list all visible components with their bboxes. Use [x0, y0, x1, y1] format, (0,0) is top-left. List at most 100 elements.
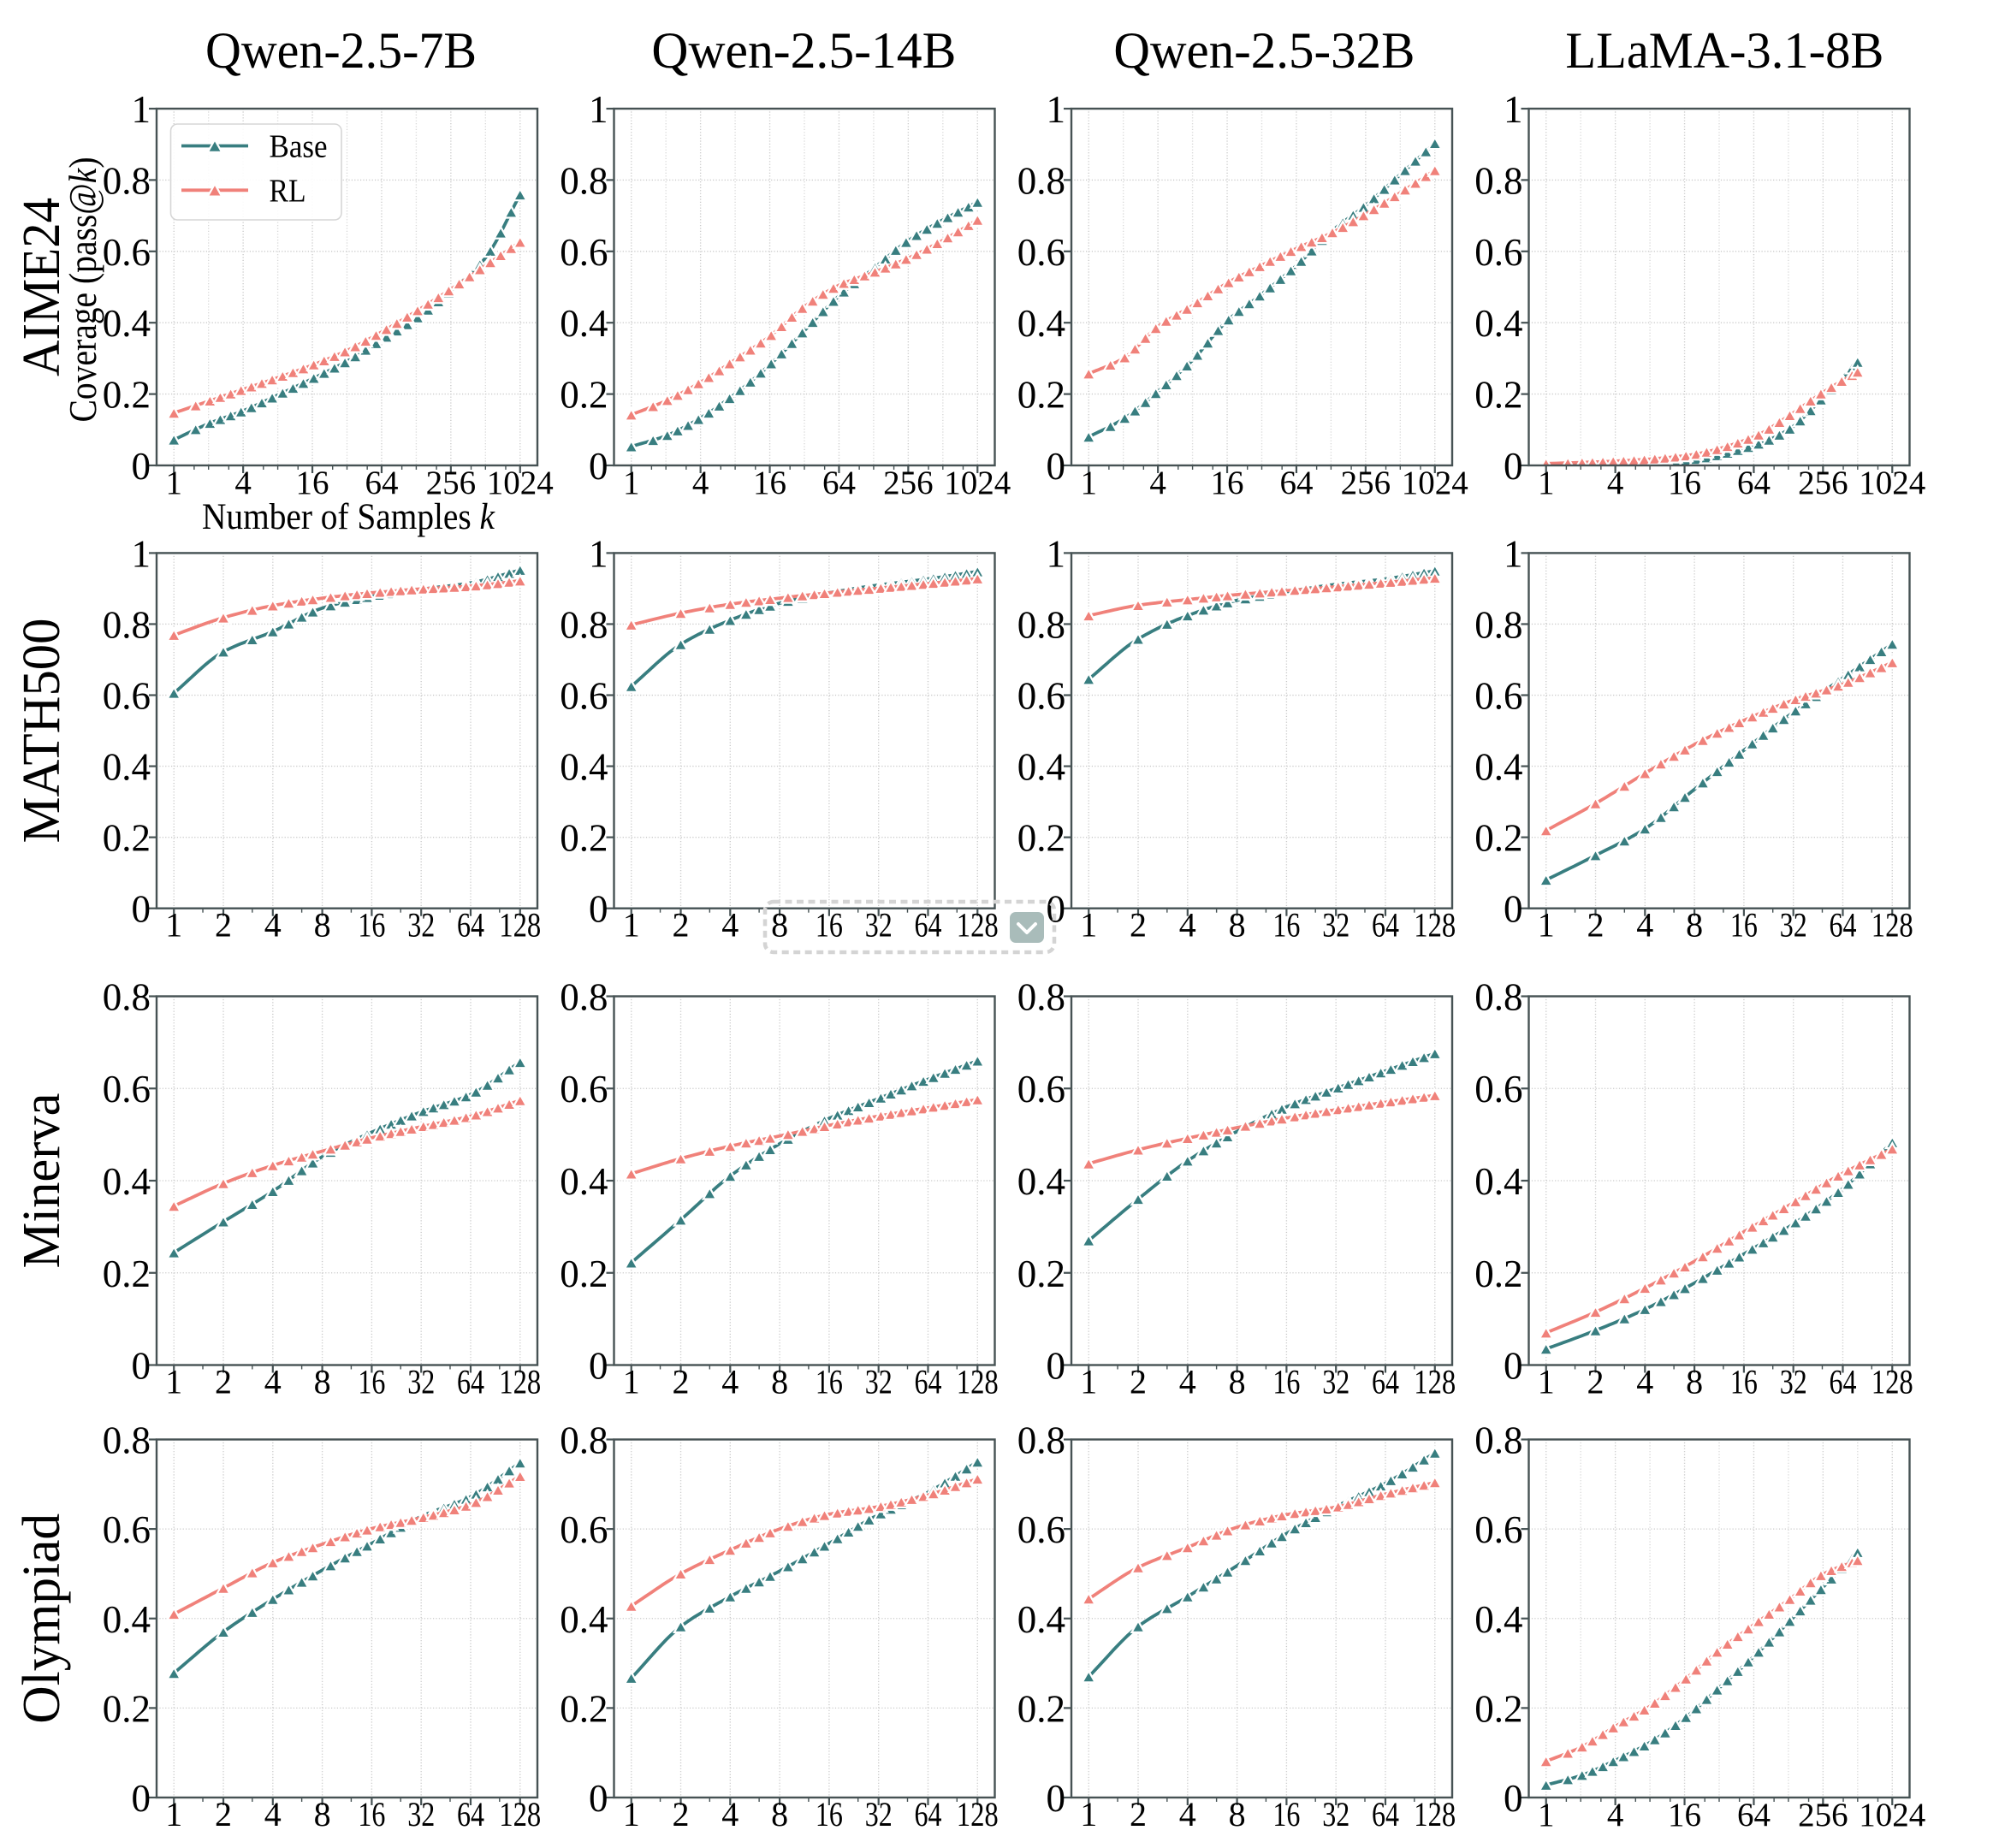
svg-text:0.4: 0.4 — [1017, 1160, 1065, 1203]
svg-text:0.4: 0.4 — [103, 302, 151, 345]
svg-text:0.8: 0.8 — [103, 604, 151, 647]
svg-text:64: 64 — [457, 1795, 484, 1833]
svg-text:0.6: 0.6 — [103, 675, 151, 718]
svg-text:4: 4 — [721, 906, 739, 945]
svg-text:32: 32 — [407, 906, 435, 945]
svg-text:16: 16 — [1211, 465, 1244, 501]
svg-text:8: 8 — [1686, 906, 1703, 945]
svg-text:0.6: 0.6 — [1017, 231, 1065, 274]
svg-text:8: 8 — [771, 1795, 788, 1833]
svg-text:1: 1 — [1047, 88, 1066, 131]
svg-text:0: 0 — [132, 1345, 151, 1388]
svg-text:8: 8 — [771, 906, 788, 945]
svg-text:2: 2 — [673, 906, 690, 945]
svg-text:64: 64 — [914, 1363, 941, 1401]
svg-text:0.4: 0.4 — [560, 746, 608, 789]
svg-text:4: 4 — [1636, 906, 1653, 945]
svg-text:0: 0 — [589, 888, 608, 931]
svg-text:1: 1 — [165, 906, 182, 945]
svg-text:4: 4 — [1179, 1795, 1196, 1833]
svg-text:8: 8 — [1229, 1795, 1246, 1833]
svg-text:0.2: 0.2 — [103, 374, 151, 417]
svg-text:0.6: 0.6 — [560, 1508, 608, 1551]
svg-text:128: 128 — [957, 1795, 999, 1833]
svg-text:128: 128 — [957, 1363, 999, 1401]
svg-text:8: 8 — [314, 1795, 331, 1833]
svg-text:4: 4 — [264, 906, 282, 945]
svg-text:0: 0 — [132, 445, 151, 488]
svg-text:0.2: 0.2 — [1017, 1253, 1065, 1295]
svg-text:0.2: 0.2 — [103, 1253, 151, 1295]
svg-text:1024: 1024 — [944, 465, 1011, 501]
svg-text:4: 4 — [1607, 1797, 1624, 1833]
svg-text:0.4: 0.4 — [1474, 1598, 1522, 1641]
svg-text:0.8: 0.8 — [1017, 604, 1065, 647]
svg-text:1: 1 — [1504, 88, 1523, 131]
svg-text:4: 4 — [721, 1363, 739, 1401]
svg-text:128: 128 — [499, 1363, 541, 1401]
svg-text:1: 1 — [1538, 465, 1555, 501]
svg-text:1: 1 — [1504, 532, 1523, 575]
svg-text:4: 4 — [1179, 906, 1196, 945]
svg-text:0.6: 0.6 — [1017, 675, 1065, 718]
svg-text:16: 16 — [1730, 1363, 1758, 1401]
svg-text:Qwen-2.5-7B: Qwen-2.5-7B — [205, 22, 477, 79]
svg-text:8: 8 — [771, 1363, 788, 1401]
svg-text:64: 64 — [914, 906, 941, 945]
svg-text:0.8: 0.8 — [1474, 159, 1522, 202]
svg-text:Qwen-2.5-32B: Qwen-2.5-32B — [1113, 22, 1415, 79]
svg-text:64: 64 — [365, 465, 398, 501]
svg-text:1024: 1024 — [487, 465, 554, 501]
svg-text:0.2: 0.2 — [560, 1253, 608, 1295]
svg-text:0.8: 0.8 — [103, 976, 151, 1019]
svg-text:0.8: 0.8 — [1474, 976, 1522, 1019]
svg-text:16: 16 — [358, 906, 385, 945]
svg-text:256: 256 — [1798, 1797, 1848, 1833]
svg-text:16: 16 — [358, 1363, 385, 1401]
svg-text:32: 32 — [407, 1363, 435, 1401]
svg-text:0.2: 0.2 — [1017, 817, 1065, 860]
svg-text:1: 1 — [623, 906, 640, 945]
svg-text:0: 0 — [589, 1345, 608, 1388]
svg-text:1: 1 — [589, 532, 608, 575]
svg-text:32: 32 — [407, 1795, 435, 1833]
svg-text:0: 0 — [1504, 1777, 1523, 1820]
svg-text:0.4: 0.4 — [103, 1598, 151, 1641]
svg-text:2: 2 — [215, 1363, 232, 1401]
svg-text:0.6: 0.6 — [560, 231, 608, 274]
svg-text:0.8: 0.8 — [1474, 1419, 1522, 1462]
svg-text:0.2: 0.2 — [1474, 374, 1522, 417]
svg-text:0.4: 0.4 — [560, 1160, 608, 1203]
svg-text:RL: RL — [270, 174, 306, 210]
svg-text:Number of Samples k: Number of Samples k — [202, 497, 495, 537]
svg-text:64: 64 — [914, 1795, 941, 1833]
svg-text:0.2: 0.2 — [1017, 1687, 1065, 1730]
svg-text:64: 64 — [1829, 1363, 1856, 1401]
svg-text:0.4: 0.4 — [1474, 302, 1522, 345]
svg-text:256: 256 — [883, 465, 934, 501]
svg-text:4: 4 — [1607, 465, 1624, 501]
svg-text:Coverage (pass@k): Coverage (pass@k) — [61, 157, 104, 423]
svg-text:2: 2 — [673, 1795, 690, 1833]
svg-text:LLaMA-3.1-8B: LLaMA-3.1-8B — [1565, 22, 1883, 79]
svg-text:2: 2 — [1130, 906, 1147, 945]
svg-text:1: 1 — [1538, 906, 1555, 945]
svg-text:0.6: 0.6 — [560, 1068, 608, 1111]
svg-text:0.4: 0.4 — [103, 1160, 151, 1203]
svg-text:1024: 1024 — [1402, 465, 1468, 501]
svg-text:0.6: 0.6 — [1474, 231, 1522, 274]
svg-text:0.8: 0.8 — [560, 159, 608, 202]
svg-text:0.2: 0.2 — [103, 817, 151, 860]
svg-text:4: 4 — [1149, 465, 1166, 501]
svg-text:1: 1 — [1080, 1363, 1097, 1401]
svg-text:128: 128 — [499, 906, 541, 945]
svg-text:0.8: 0.8 — [1474, 604, 1522, 647]
svg-text:0.8: 0.8 — [1017, 1419, 1065, 1462]
svg-text:1: 1 — [1080, 465, 1097, 501]
svg-text:64: 64 — [822, 465, 856, 501]
svg-text:1: 1 — [1080, 906, 1097, 945]
svg-text:2: 2 — [1587, 1363, 1605, 1401]
svg-text:0.4: 0.4 — [1474, 746, 1522, 789]
svg-text:0.4: 0.4 — [1017, 302, 1065, 345]
svg-text:32: 32 — [865, 1795, 893, 1833]
